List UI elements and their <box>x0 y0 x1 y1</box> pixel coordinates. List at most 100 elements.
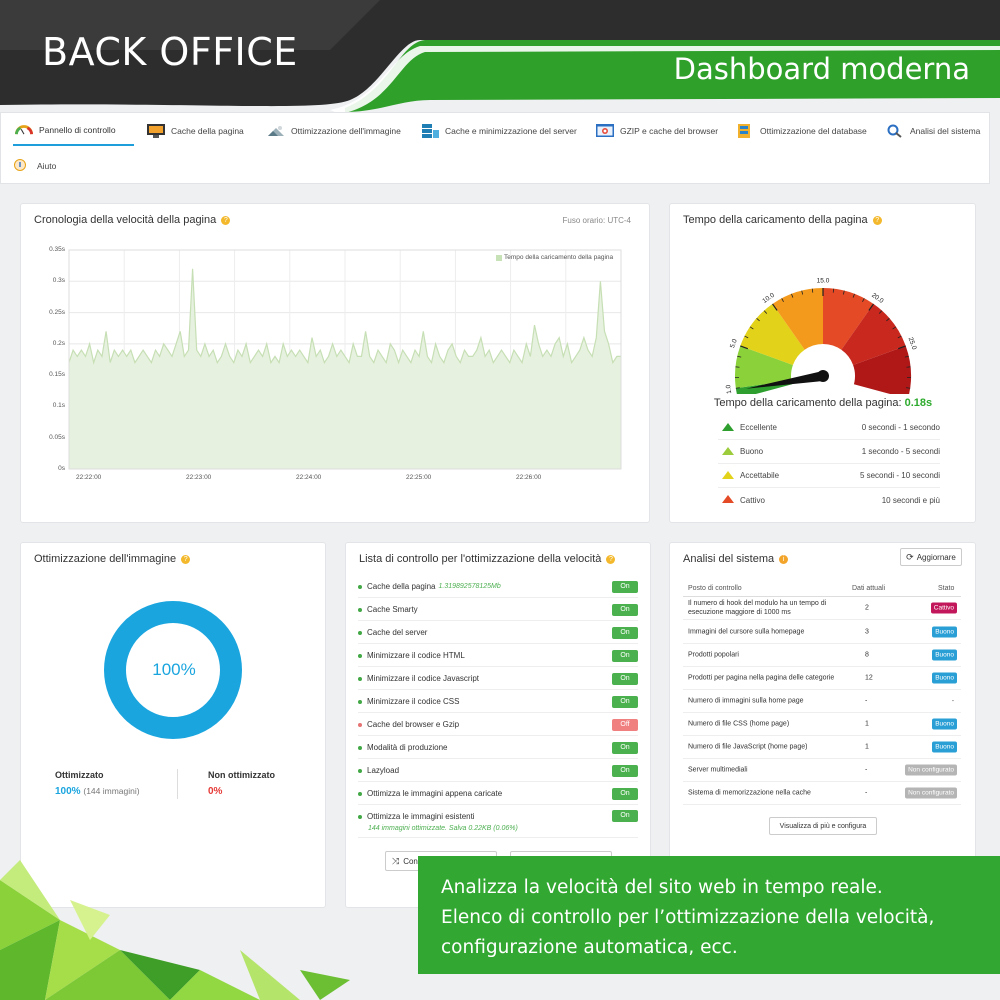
monitor-icon <box>147 124 165 138</box>
gauge-tick <box>737 355 742 358</box>
gauge-tick <box>842 290 845 295</box>
image-optimization-card: Ottimizzazione dell'immagine ? 100% Otti… <box>20 542 326 908</box>
checklist-item: Minimizzare il codice Javascript On <box>358 668 638 690</box>
item-label: Modalità di produzione <box>367 743 448 752</box>
toggle-on[interactable]: On <box>612 580 638 593</box>
help-icon[interactable]: ? <box>606 555 616 564</box>
column-header: Stato <box>938 585 955 592</box>
banner-title: BACK OFFICE <box>42 30 298 74</box>
tab-cache-minimizzazione-server[interactable]: Cache e minimizzazione del server <box>421 116 577 146</box>
gauge-icon <box>15 125 33 135</box>
gauge-tick <box>878 310 883 314</box>
row-name: Prodotti per pagina nella pagina delle c… <box>688 674 835 682</box>
row-name: Il numero di hook del modulo ha un tempo… <box>688 600 827 616</box>
refresh-icon: ⟳ <box>906 551 914 562</box>
tab-aiuto[interactable]: Aiuto <box>13 151 56 181</box>
chart-legend: Tempo della caricamento della pagina <box>496 254 613 261</box>
toggle-off[interactable]: Off <box>612 718 638 731</box>
optimized-value: 100% <box>55 786 81 797</box>
status-dot <box>358 584 362 589</box>
checklist-item: Minimizzare il codice HTML On <box>358 645 638 667</box>
database-icon <box>738 124 750 138</box>
x-tick-label: 22:24:00 <box>296 474 322 481</box>
gauge-tick <box>868 303 874 311</box>
gauge-tick <box>897 345 906 350</box>
status-badge: Non configurato <box>905 787 957 799</box>
series-area <box>69 268 621 469</box>
load-time-title: Tempo della caricamento della pagina ? <box>683 214 882 226</box>
gauge-tick-label: 10.0 <box>761 292 776 305</box>
gauge-tick-label: 5.0 <box>729 338 739 349</box>
tab-ottimizzazione-database[interactable]: Ottimizzazione del database <box>736 116 867 146</box>
x-tick-label: 22:25:00 <box>406 474 432 481</box>
help-icon[interactable]: ? <box>181 555 191 564</box>
gauge-tick <box>886 317 890 322</box>
scale-row-accettabile: Accettabile 5 secondi - 10 secondi <box>718 464 940 488</box>
tab-cache-della-pagina[interactable]: Cache della pagina <box>147 116 244 146</box>
row-value: 1 <box>865 720 869 728</box>
toggle-on[interactable]: On <box>612 672 638 685</box>
gauge-tick <box>781 298 784 303</box>
toggle-on[interactable]: On <box>612 695 638 708</box>
y-tick-label: 0.1s <box>52 402 65 410</box>
toggle-on[interactable]: On <box>612 626 638 639</box>
row-value: - <box>865 697 868 705</box>
table-row: Il numero di hook del modulo ha un tempo… <box>683 597 961 620</box>
table-row: Numero di file CSS (home page) 1 Buono <box>683 713 961 736</box>
tab-label: Ottimizzazione dell'immagine <box>291 126 401 136</box>
status-badge: Buono <box>932 649 957 661</box>
tab-pannello-di-controllo[interactable]: Pannello di controllo <box>13 116 134 146</box>
x-tick-label: 22:23:00 <box>186 474 212 481</box>
excellent-triangle-icon <box>722 423 734 431</box>
item-extra: 1.319892578125Mb <box>438 583 501 590</box>
toggle-on[interactable]: On <box>612 603 638 616</box>
image-icon <box>268 126 284 136</box>
checklist-title: Lista di controllo per l'ottimizzazione … <box>359 553 616 565</box>
status-badge: Buono <box>932 672 957 684</box>
gauge-segment <box>735 345 793 389</box>
gauge-tick <box>772 303 778 311</box>
button-label: Confi <box>403 856 422 866</box>
optimized-value-block: 100% (144 immagini) <box>55 786 140 797</box>
gauge-tick-label: 15.0 <box>817 278 830 285</box>
toggle-on[interactable]: On <box>612 764 638 777</box>
gauge-tick <box>749 326 754 330</box>
tab-label: Cache della pagina <box>171 126 244 136</box>
toggle-on[interactable]: On <box>612 810 638 822</box>
scale-name: Accettabile <box>740 471 780 480</box>
scale-range: 0 secondi - 1 secondo <box>861 423 940 432</box>
tab-gzip-cache-browser[interactable]: GZIP e cache del browser <box>596 116 718 146</box>
checklist-item: Cache del server On <box>358 622 638 644</box>
toggle-on[interactable]: On <box>612 741 638 754</box>
item-label: Cache della pagina <box>367 582 436 591</box>
refresh-button[interactable]: ⟳ Aggiornare <box>900 548 962 566</box>
status-badge: - <box>951 697 954 705</box>
row-name: Server multimediali <box>688 766 748 774</box>
toggle-on[interactable]: On <box>612 787 638 800</box>
gauge-tick <box>892 326 897 330</box>
view-more-configure-button[interactable]: Visualizza di più e configura <box>769 817 877 835</box>
y-tick-label: 0.3s <box>52 277 65 285</box>
status-dot <box>358 607 362 612</box>
scale-range: 1 secondo - 5 secondi <box>861 447 940 456</box>
browser-icon <box>596 124 614 137</box>
callout-line: configurazione automatica, ecc. <box>441 937 738 958</box>
row-value: 2 <box>865 604 869 612</box>
gauge-segment <box>772 288 823 350</box>
tab-ottimizzazione-immagine[interactable]: Ottimizzazione dell'immagine <box>267 116 401 146</box>
gauge-tick-label: 25.0 <box>907 336 918 351</box>
tab-analisi-sistema[interactable]: Analisi del sistema <box>886 116 980 146</box>
toggle-on[interactable]: On <box>612 649 638 662</box>
table-row: Server multimediali - Non configurato <box>683 759 961 782</box>
help-icon[interactable]: ? <box>872 216 882 225</box>
acceptable-triangle-icon <box>722 471 734 479</box>
status-dot <box>358 815 362 819</box>
item-label: Cache del browser e Gzip <box>367 720 460 729</box>
table-row: Immagini del cursore sulla homepage 3 Buon… <box>683 621 961 644</box>
title-text: Tempo della caricamento della pagina <box>683 214 868 226</box>
row-name: Numero di file CSS (home page) <box>688 720 790 728</box>
help-icon[interactable]: ? <box>221 216 231 225</box>
info-icon[interactable]: i <box>779 555 789 564</box>
title-text: Lista di controllo per l'ottimizzazione … <box>359 553 602 565</box>
item-label: Cache Smarty <box>367 605 418 614</box>
